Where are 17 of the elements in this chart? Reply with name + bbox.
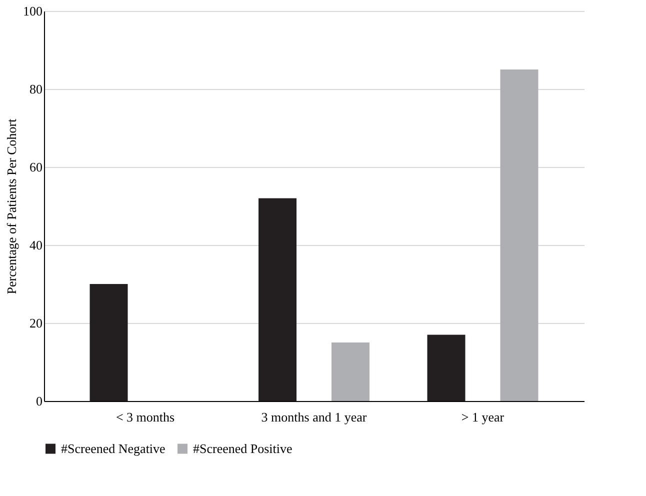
y-tick-label: 0 bbox=[36, 394, 42, 408]
bar bbox=[500, 70, 538, 401]
x-tick-label: > 1 year bbox=[461, 410, 505, 424]
legend-label: #Screened Negative bbox=[61, 440, 166, 456]
y-tick-label: 20 bbox=[30, 316, 42, 330]
y-tick-label: 80 bbox=[30, 82, 42, 96]
y-tick-label: 40 bbox=[30, 238, 42, 252]
y-tick-label: 60 bbox=[30, 160, 42, 174]
bar bbox=[331, 342, 370, 401]
bar bbox=[427, 334, 466, 401]
x-tick-label: < 3 months bbox=[116, 410, 175, 424]
bar bbox=[258, 198, 297, 401]
x-tick-label: 3 months and 1 year bbox=[261, 410, 368, 424]
y-tick-label: 100 bbox=[23, 4, 42, 18]
y-axis-title: Percentage of Patients Per Cohort bbox=[4, 118, 19, 294]
bar bbox=[90, 284, 128, 401]
legend-label: #Screened Positive bbox=[193, 440, 293, 456]
